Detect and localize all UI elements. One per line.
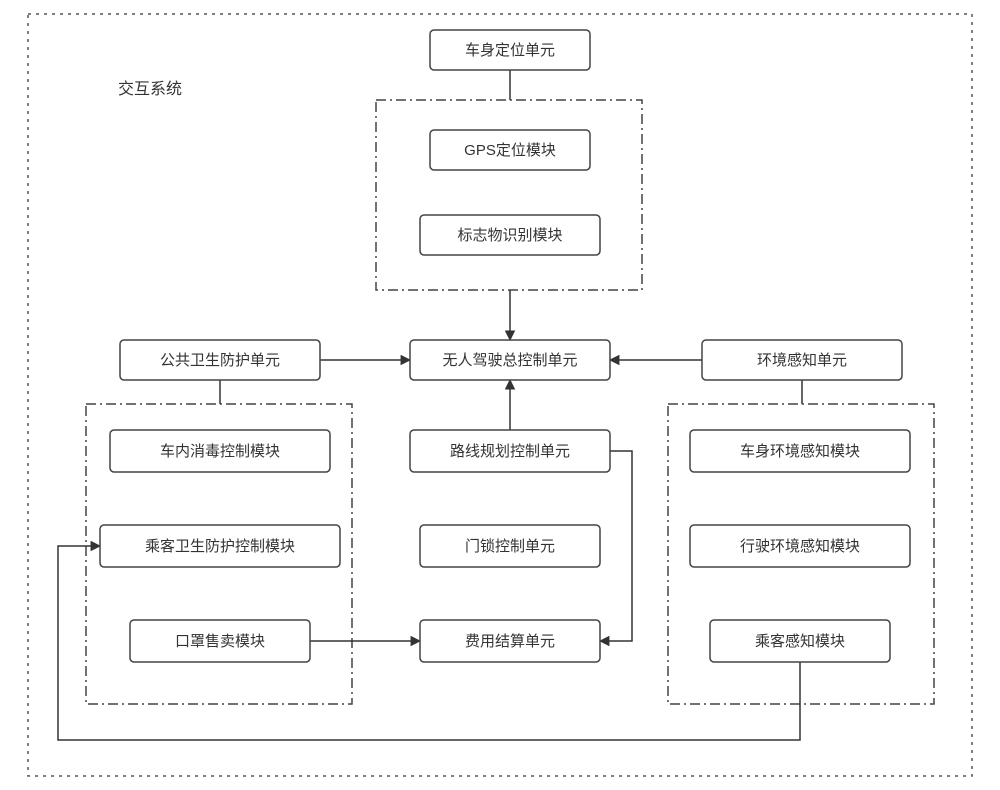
n-env-drive-label: 行驶环境感知模块 — [740, 537, 860, 555]
n-env: 环境感知单元 — [702, 340, 902, 380]
n-env-label: 环境感知单元 — [757, 351, 847, 369]
n-lock: 门锁控制单元 — [420, 525, 600, 567]
n-main-label: 无人驾驶总控制单元 — [442, 352, 577, 369]
n-fee-label: 费用结算单元 — [465, 632, 555, 650]
n-env-pass-label: 乘客感知模块 — [755, 633, 845, 650]
n-lock-label: 门锁控制单元 — [465, 538, 555, 555]
n-health: 公共卫生防护单元 — [120, 340, 320, 380]
n-env-pass: 乘客感知模块 — [710, 620, 890, 662]
n-health-label: 公共卫生防护单元 — [160, 352, 280, 369]
n-env-body: 车身环境感知模块 — [690, 430, 910, 472]
n-mask-label: 口罩售卖模块 — [175, 633, 265, 650]
n-env-drive: 行驶环境感知模块 — [690, 525, 910, 567]
n-gps-label: GPS定位模块 — [464, 142, 556, 159]
n-route: 路线规划控制单元 — [410, 430, 610, 472]
system-label: 交互系统 — [118, 80, 182, 98]
n-env-body-label: 车身环境感知模块 — [740, 442, 860, 460]
n-disinfect-label: 车内消毒控制模块 — [160, 443, 280, 460]
n-main: 无人驾驶总控制单元 — [410, 340, 610, 380]
n-passenger-label: 乘客卫生防护控制模块 — [145, 538, 295, 555]
n-disinfect: 车内消毒控制模块 — [110, 430, 330, 472]
n-gps: GPS定位模块 — [430, 130, 590, 170]
n-passenger: 乘客卫生防护控制模块 — [100, 525, 340, 567]
n-body-pos-label: 车身定位单元 — [465, 42, 555, 59]
e-route-fee — [600, 451, 632, 641]
n-mark-label: 标志物识别模块 — [457, 227, 562, 244]
n-fee: 费用结算单元 — [420, 620, 600, 662]
n-route-label: 路线规划控制单元 — [450, 443, 570, 460]
n-mark: 标志物识别模块 — [420, 215, 600, 255]
diagram-canvas: 交互系统 车身定位单元 GPS定位模块标志物识别模块公共卫生防护单元 无人驾驶总控制单… — [0, 0, 1000, 790]
n-mask: 口罩售卖模块 — [130, 620, 310, 662]
grp-top — [376, 100, 642, 290]
n-body-pos: 车身定位单元 — [430, 30, 590, 70]
